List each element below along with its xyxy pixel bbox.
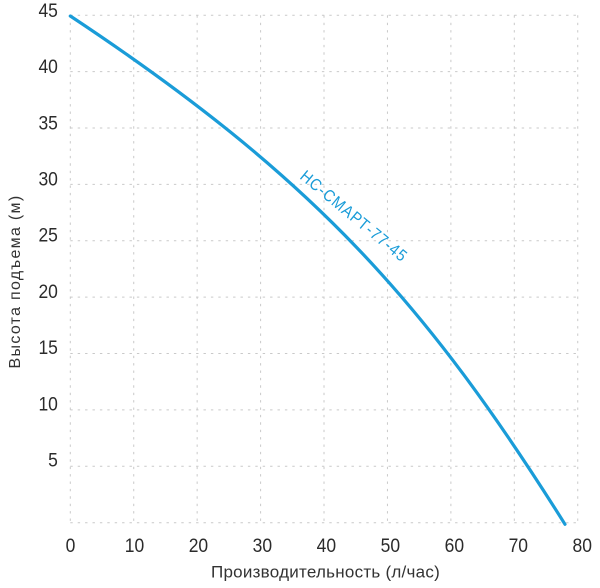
svg-text:30: 30 (38, 168, 57, 190)
svg-text:60: 60 (445, 534, 464, 556)
svg-text:Высота подъема (м): Высота подъема (м) (7, 195, 24, 369)
svg-text:10: 10 (125, 534, 144, 556)
svg-text:45: 45 (38, 0, 57, 21)
svg-text:20: 20 (38, 280, 57, 302)
svg-text:40: 40 (317, 534, 336, 556)
svg-text:80: 80 (573, 534, 592, 556)
svg-text:20: 20 (189, 534, 208, 556)
svg-text:40: 40 (38, 55, 57, 77)
svg-text:25: 25 (38, 224, 57, 246)
svg-text:5: 5 (48, 449, 58, 471)
svg-text:0: 0 (66, 534, 76, 556)
svg-text:30: 30 (253, 534, 272, 556)
svg-text:50: 50 (381, 534, 400, 556)
svg-text:10: 10 (38, 393, 57, 415)
svg-text:35: 35 (38, 112, 57, 134)
svg-text:15: 15 (38, 336, 57, 358)
svg-text:70: 70 (509, 534, 528, 556)
svg-text:Производительность (л/час): Производительность (л/час) (211, 563, 440, 582)
